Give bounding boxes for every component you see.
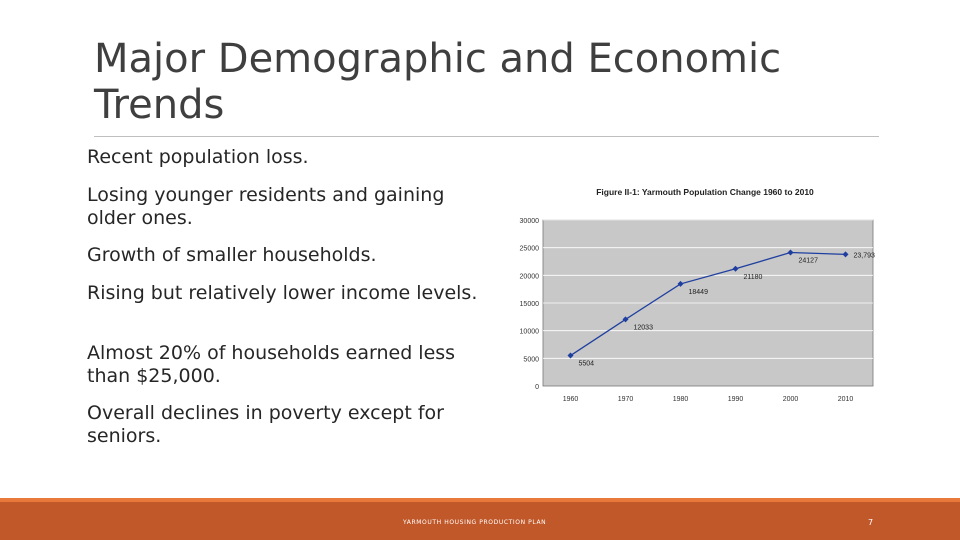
y-tick-label: 0 — [535, 384, 539, 391]
series-line — [570, 251, 846, 357]
footer-text: YARMOUTH HOUSING PRODUCTION PLAN — [403, 519, 547, 526]
x-tick-label: 1980 — [673, 396, 689, 403]
data-label: 5504 — [579, 361, 595, 368]
data-label: 18449 — [689, 289, 709, 296]
bullet-item: Overall declines in poverty except for s… — [87, 402, 444, 447]
data-point — [732, 265, 739, 272]
data-point — [622, 316, 629, 323]
footer-accent-line — [0, 498, 960, 502]
data-point — [677, 280, 684, 287]
y-tick-label: 5000 — [523, 356, 539, 363]
x-tick-label: 1960 — [563, 396, 579, 403]
chart-svg: Figure II-1: Yarmouth Population Change … — [520, 187, 876, 403]
bullet-item: Recent population loss. — [87, 146, 309, 168]
y-tick-label: 20000 — [520, 273, 540, 280]
y-tick-label: 10000 — [520, 329, 540, 336]
x-tick-label: 2010 — [838, 396, 854, 403]
chart-title: Figure II-1: Yarmouth Population Change … — [596, 187, 814, 197]
title-divider — [94, 136, 879, 137]
bullet-item: Almost 20% of households earned less tha… — [87, 342, 456, 387]
population-chart: Figure II-1: Yarmouth Population Change … — [490, 178, 885, 418]
data-label: 23,793 — [854, 252, 876, 259]
x-tick-label: 2000 — [783, 396, 799, 403]
bullet-item: Rising but relatively lower income level… — [87, 282, 478, 304]
data-label: 21180 — [744, 274, 763, 281]
data-label: 12033 — [634, 324, 654, 331]
y-tick-label: 15000 — [520, 301, 540, 308]
page-number: 7 — [868, 518, 874, 527]
footer-band — [0, 498, 960, 540]
bullet-item: Losing younger residents and gaining old… — [87, 184, 445, 229]
data-point — [842, 251, 849, 258]
x-tick-label: 1990 — [728, 396, 744, 403]
y-tick-label: 30000 — [520, 218, 540, 225]
slide-title: Major Demographic and Economic Trends — [94, 36, 782, 128]
data-label: 24127 — [799, 257, 819, 264]
x-tick-label: 1970 — [618, 396, 634, 403]
data-point — [567, 352, 574, 359]
y-tick-label: 25000 — [520, 246, 540, 253]
data-point — [787, 249, 794, 256]
bullet-item: Growth of smaller households. — [87, 244, 377, 266]
